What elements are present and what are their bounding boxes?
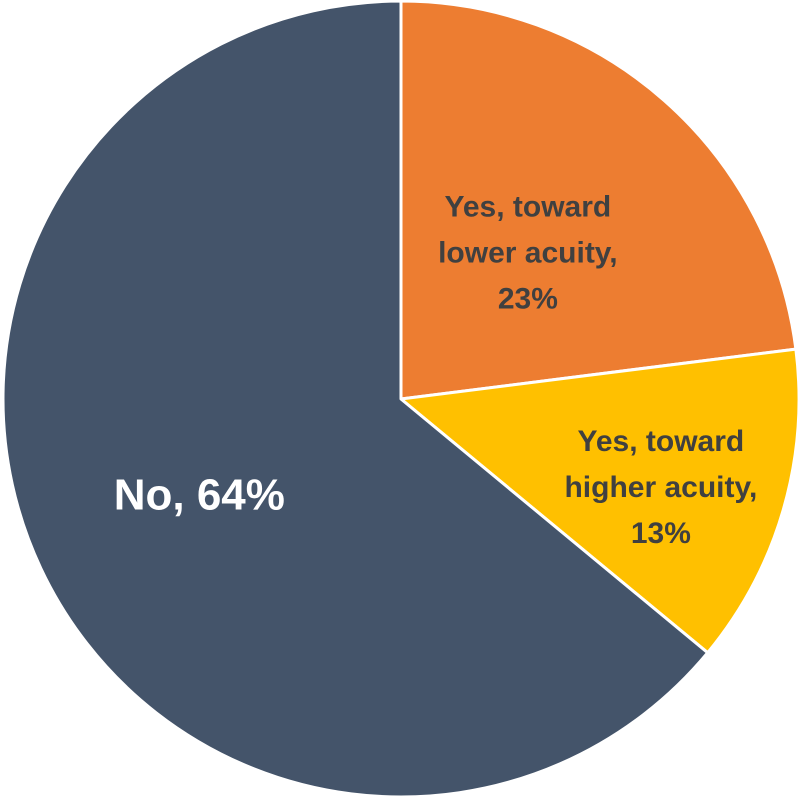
pie-slice-2	[1, 0, 710, 799]
pie-slice-1	[399, 347, 801, 655]
pie-slice-label-line: No, 64%	[114, 470, 285, 519]
pie-slice-label-line: Yes, toward	[444, 190, 611, 223]
pie-slice-label-1: Yes, toward higher acuity, 13%	[564, 425, 757, 550]
pie-slice-label-0: Yes, toward lower acuity, 23%	[438, 190, 618, 315]
pie-slice-label-2: No, 64%	[114, 470, 285, 519]
pie-slice-label-line: higher acuity,	[564, 471, 757, 504]
pie-slice-0	[399, 0, 798, 401]
pie-slice-label-line: 23%	[498, 282, 558, 315]
pie-labels: Yes, toward lower acuity, 23% Yes, toward hi…	[114, 190, 758, 550]
pie-slice-label-line: lower acuity,	[438, 236, 618, 269]
pie-slice-label-line: 13%	[631, 517, 691, 550]
pie-slice-label-line: Yes, toward	[578, 425, 745, 458]
